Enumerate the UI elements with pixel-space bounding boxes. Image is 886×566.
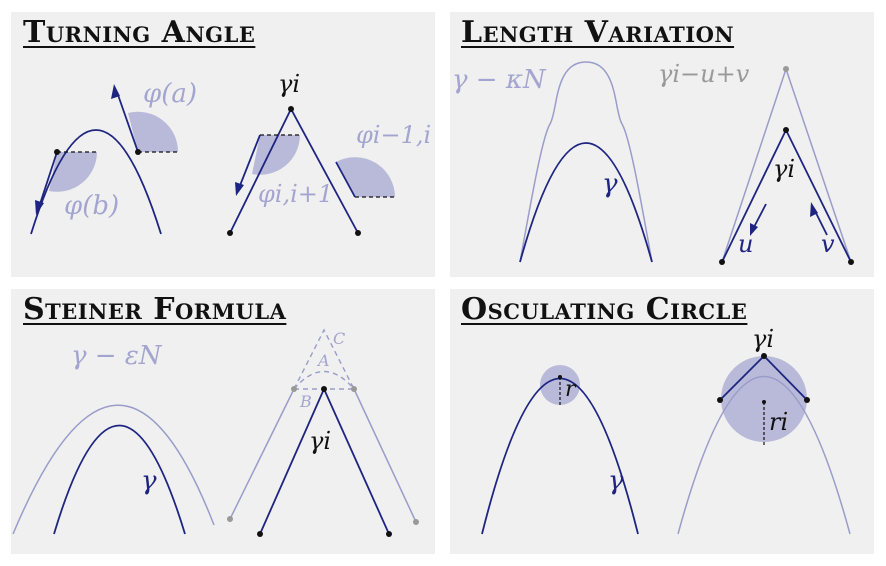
vertex-gamma-i	[783, 127, 789, 133]
polygon-curve	[229, 107, 359, 234]
label-u: u	[738, 230, 753, 258]
dashed-extension	[293, 328, 355, 390]
vertex-left	[719, 259, 725, 265]
vertex-right	[386, 531, 392, 537]
offset-polygon-left	[229, 388, 295, 520]
offset-end-right	[413, 519, 419, 525]
panel-title-steiner-formula: Steiner Formula	[23, 292, 287, 327]
panel-length-variation: γ − κN γ γi−u+v γi u v Length Variation	[450, 12, 874, 277]
vertex-gamma-i	[288, 106, 294, 112]
center-point-smooth	[558, 375, 562, 379]
label-phi-a: φ(a)	[143, 79, 197, 109]
label-phi-next: φi,i+1	[258, 180, 333, 208]
offset-point-right	[351, 386, 357, 392]
steiner-formula-diagram: γ − εN γ γi A B C	[12, 328, 419, 537]
panel-title-turning-angle: Turning Angle	[23, 15, 256, 50]
label-moved-vertex: γi−u+v	[658, 60, 750, 88]
vertex-right	[848, 259, 854, 265]
label-v: v	[821, 230, 835, 258]
edge-arrow-next-head	[235, 182, 244, 196]
label-B: B	[299, 392, 312, 411]
tangent-arrow-a	[116, 91, 139, 153]
arrow-u-head	[750, 223, 758, 236]
polygon-curve	[259, 386, 390, 535]
point-b	[54, 149, 60, 155]
vertex-left	[717, 397, 723, 403]
panel-title-length-variation: Length Variation	[461, 15, 735, 50]
vertex-right	[355, 230, 361, 236]
angle-sector-a	[128, 111, 179, 152]
tangent-arrow-b	[38, 151, 58, 208]
label-gamma-i: γi	[773, 155, 795, 183]
edge-arrow-next	[238, 134, 261, 189]
reference-curve	[677, 376, 851, 535]
length-variation-diagram: γ − κN γ γi−u+v γi u v	[452, 60, 854, 265]
vertex-left	[227, 230, 233, 236]
osculating-circle-diagram: r γ γi ri	[481, 325, 851, 535]
panel-title-osculating-circle: Osculating Circle	[461, 292, 748, 327]
offset-curve	[12, 404, 215, 535]
panel-turning-angle: φ(a) φ(b) γi φi−1,i φi,i+1 Turning Angle	[11, 12, 435, 277]
moved-vertex	[783, 66, 789, 72]
offset-end-left	[227, 516, 233, 522]
vertex-left	[257, 531, 263, 537]
label-C: C	[333, 329, 345, 348]
label-phi-b: φ(b)	[64, 191, 119, 221]
point-a	[135, 149, 141, 155]
label-gamma: γ	[608, 466, 624, 496]
label-gamma: γ	[602, 169, 618, 199]
label-gamma-i: γi	[752, 325, 774, 353]
edge-arrow-prev	[335, 161, 356, 198]
smooth-curve	[53, 424, 186, 535]
label-phi-prev: φi−1,i	[356, 121, 431, 149]
vertex-right	[804, 397, 810, 403]
tangent-arrow-b-head	[35, 200, 44, 215]
arrow-u	[752, 203, 767, 230]
arrow-v-head	[810, 202, 818, 217]
tangent-arrow-a-head	[111, 84, 120, 99]
smooth-curve	[30, 129, 162, 235]
label-A: A	[316, 351, 330, 370]
label-r: r	[565, 377, 577, 402]
label-offset: γ − εN	[71, 341, 163, 371]
label-gamma-i: γi	[309, 427, 331, 455]
center-point-discrete	[762, 400, 766, 404]
panel-steiner-formula: γ − εN γ γi A B C Steiner Formula	[11, 289, 435, 554]
panel-osculating-circle: r γ γi ri Osculating Circle	[450, 289, 874, 554]
label-gamma-i: γi	[278, 70, 300, 98]
label-gamma: γ	[141, 466, 157, 496]
offset-curve	[519, 61, 653, 263]
label-r-i: ri	[769, 408, 788, 436]
turning-angle-diagram: φ(a) φ(b) γi φi−1,i φi,i+1	[30, 70, 431, 236]
offset-polygon-right	[353, 388, 417, 523]
angle-sector-b	[49, 152, 97, 192]
smooth-curve	[519, 142, 653, 263]
offset-point-left	[291, 386, 297, 392]
angle-sector-prev	[336, 157, 395, 197]
label-offset: γ − κN	[452, 65, 547, 95]
vertex-gamma-i	[321, 386, 327, 392]
vertex-gamma-i	[761, 353, 767, 359]
